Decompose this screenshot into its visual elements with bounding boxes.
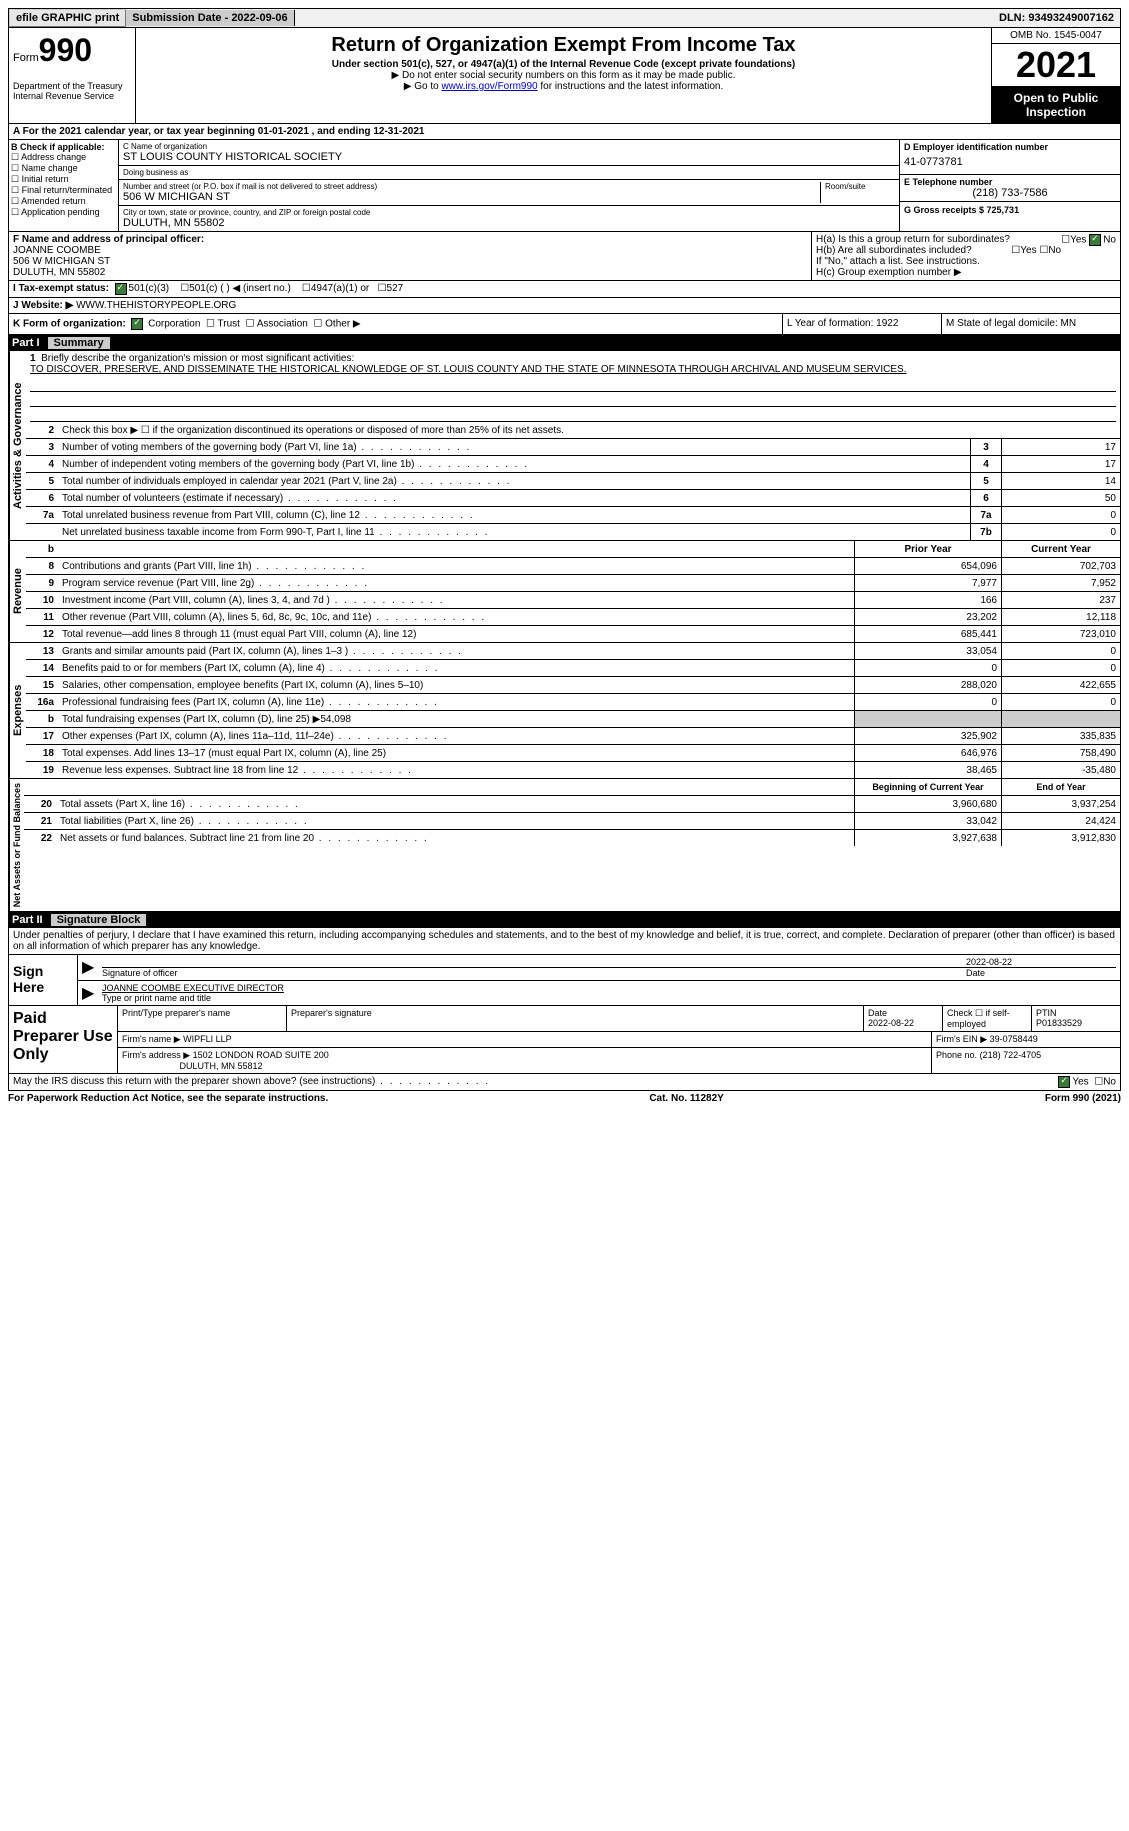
tax-year: 2021 xyxy=(992,44,1120,87)
org-city: DULUTH, MN 55802 xyxy=(123,217,895,229)
form-header: Form990 Department of the TreasuryIntern… xyxy=(8,28,1121,124)
no-checkbox xyxy=(1089,234,1101,246)
calendar-year-row: A For the 2021 calendar year, or tax yea… xyxy=(8,124,1121,140)
perjury-text: Under penalties of perjury, I declare th… xyxy=(9,928,1120,955)
irs-link[interactable]: www.irs.gov/Form990 xyxy=(441,81,537,92)
gross-receipts: G Gross receipts $ 725,731 xyxy=(904,205,1019,215)
section-activities: Activities & Governance xyxy=(9,351,26,540)
org-street: 506 W MICHIGAN ST xyxy=(123,191,820,203)
state-domicile: M State of legal domicile: MN xyxy=(941,314,1120,334)
ein: 41-0773781 xyxy=(904,152,1116,172)
note-ssn: ▶ Do not enter social security numbers o… xyxy=(140,70,987,81)
website-row: J Website: ▶ WWW.THEHISTORYPEOPLE.ORG xyxy=(8,298,1121,314)
sign-here-label: Sign Here xyxy=(9,955,78,1005)
entity-block: B Check if applicable: ☐ Address change … xyxy=(8,140,1121,232)
right-header-boxes: OMB No. 1545-0047 2021 Open to Public In… xyxy=(991,28,1120,123)
discuss-yes-checkbox xyxy=(1058,1076,1070,1088)
org-name: ST LOUIS COUNTY HISTORICAL SOCIETY xyxy=(123,151,895,163)
form-number-cell: Form990 Department of the TreasuryIntern… xyxy=(9,28,136,123)
section-expenses: Expenses xyxy=(9,643,26,778)
firm-name: WIPFLI LLP xyxy=(183,1034,232,1044)
tax-status-row: I Tax-exempt status: 501(c)(3) ☐ 501(c) … xyxy=(8,281,1121,298)
website-url: WWW.THEHISTORYPEOPLE.ORG xyxy=(73,300,236,311)
form-subtitle: Under section 501(c), 527, or 4947(a)(1)… xyxy=(140,59,987,70)
signature-block: Under penalties of perjury, I declare th… xyxy=(8,928,1121,1006)
name-address-col: C Name of organization ST LOUIS COUNTY H… xyxy=(119,140,899,231)
corp-checkbox xyxy=(131,318,143,330)
paid-preparer-label: Paid Preparer Use Only xyxy=(9,1006,118,1073)
note-goto: ▶ Go to www.irs.gov/Form990 for instruct… xyxy=(140,81,987,92)
open-to-public: Open to Public Inspection xyxy=(992,87,1120,123)
footer-row: For Paperwork Reduction Act Notice, see … xyxy=(8,1091,1121,1106)
top-bar: efile GRAPHIC print Submission Date - 20… xyxy=(8,8,1121,28)
form-title: Return of Organization Exempt From Incom… xyxy=(140,34,987,57)
ptin: P01833529 xyxy=(1036,1018,1082,1028)
officer-row: F Name and address of principal officer:… xyxy=(8,232,1121,281)
form-of-org-row: K Form of organization: Corporation ☐ Tr… xyxy=(8,314,1121,335)
form-word: Form xyxy=(13,52,39,64)
part-1-header: Part I Summary xyxy=(8,335,1121,351)
part-2-header: Part II Signature Block xyxy=(8,912,1121,928)
officer-name-title: JOANNE COOMBE EXECUTIVE DIRECTOR xyxy=(102,983,1116,993)
efile-print-button[interactable]: efile GRAPHIC print xyxy=(9,9,126,27)
form-990: 990 xyxy=(39,32,92,68)
officer-name: JOANNE COOMBE xyxy=(13,245,807,256)
title-cell: Return of Organization Exempt From Incom… xyxy=(136,28,991,123)
mission-text: TO DISCOVER, PRESERVE, AND DISSEMINATE T… xyxy=(30,364,906,375)
summary-table: Activities & Governance 1 Briefly descri… xyxy=(8,351,1121,912)
check-if-applicable: B Check if applicable: ☐ Address change … xyxy=(9,140,119,231)
year-formation: L Year of formation: 1922 xyxy=(782,314,941,334)
val-3: 17 xyxy=(1001,439,1120,455)
paid-preparer-block: Paid Preparer Use Only Print/Type prepar… xyxy=(8,1006,1121,1074)
phone: (218) 733-7586 xyxy=(904,187,1116,199)
section-netassets: Net Assets or Fund Balances xyxy=(9,779,24,911)
section-revenue: Revenue xyxy=(9,541,26,642)
submission-date: Submission Date - 2022-09-06 xyxy=(126,10,294,26)
501c3-checkbox xyxy=(115,283,127,295)
dept-treasury: Department of the TreasuryInternal Reven… xyxy=(13,81,131,101)
ein-phone-col: D Employer identification number 41-0773… xyxy=(899,140,1120,231)
dln: DLN: 93493249007162 xyxy=(993,10,1120,26)
discuss-row: May the IRS discuss this return with the… xyxy=(8,1074,1121,1091)
omb-number: OMB No. 1545-0047 xyxy=(992,28,1120,44)
